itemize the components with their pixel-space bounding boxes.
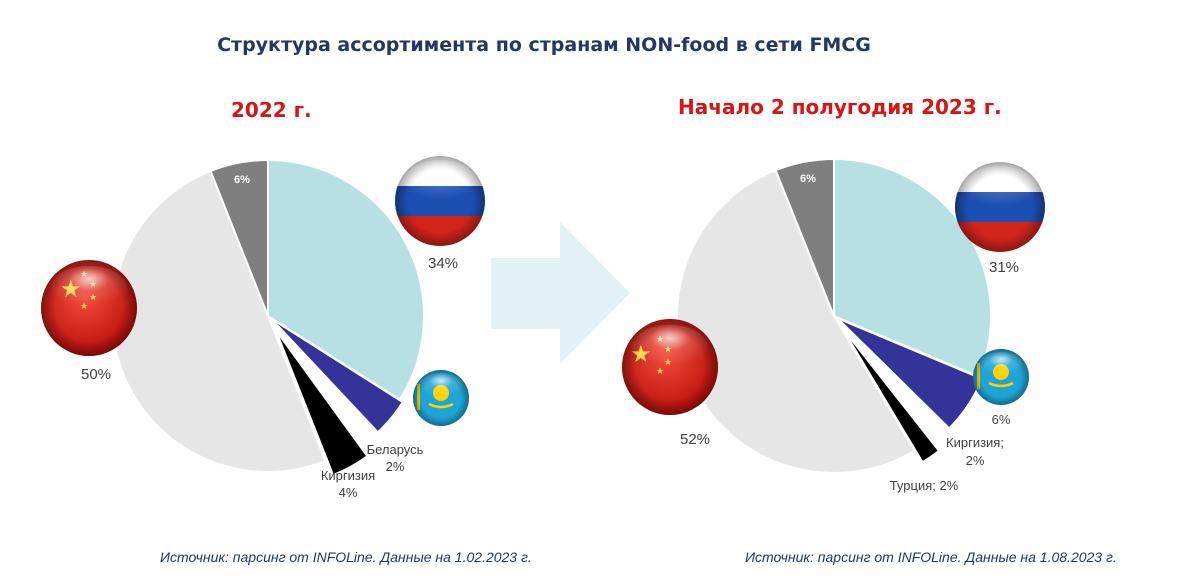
data-label-china-2023: 52% — [680, 431, 710, 448]
kazakhstan-flag-icon — [413, 370, 469, 426]
pie-2022 — [111, 158, 425, 477]
pie-slice-kyrgyzstan — [839, 321, 954, 448]
data-label-kazakhstan-2023: 6% — [992, 412, 1011, 427]
source-note-2022: Источник: парсинг от INFOLine. Данные на… — [160, 549, 532, 565]
pie-slice-russia — [267, 158, 425, 401]
pie-slice-other — [209, 158, 269, 317]
data-label-china-2022: 50% — [81, 366, 111, 383]
pie-2023 — [675, 157, 992, 474]
source-note-2023: Источник: парсинг от INFOLine. Данные на… — [745, 549, 1117, 565]
data-label-kyrgyzstan-2023: Киргизия; 2% — [946, 435, 1004, 468]
data-label-belarus-2022: Беларусь 2% — [367, 442, 424, 474]
kazakhstan-flag-icon — [973, 349, 1029, 405]
data-label-kyrgyzstan-2022: Киргизия 4% — [321, 468, 375, 500]
data-label-russia-2022: 34% — [428, 255, 458, 272]
data-label-turkey-2023: Турция; 2% — [890, 478, 959, 493]
arrow-right-icon — [491, 222, 630, 364]
pie-slice-other — [774, 157, 835, 317]
pie-2023-title: Начало 2 полугодия 2023 г. — [678, 95, 1002, 119]
pie-slice-kyrgyzstan — [274, 329, 369, 477]
pie-slice-china — [111, 169, 327, 473]
pie-slice-kazakhstan — [270, 317, 405, 434]
china-flag-icon: ★ ★ ★ ★ ★ — [622, 319, 718, 415]
china-flag-icon: ★ ★ ★ ★ ★ — [41, 260, 137, 356]
russia-flag-icon — [395, 156, 485, 246]
data-label-other-2023: 6% — [800, 173, 816, 185]
pie-slice-turkey — [841, 326, 941, 464]
russia-flag-icon — [955, 162, 1045, 252]
pie-slice-belarus — [273, 323, 383, 452]
pie-2022-title: 2022 г. — [231, 98, 312, 122]
data-label-other-2022: 6% — [234, 174, 250, 186]
data-label-russia-2023: 31% — [989, 259, 1019, 276]
chart-title: Структура ассортимента по странам NON-fo… — [217, 34, 871, 56]
